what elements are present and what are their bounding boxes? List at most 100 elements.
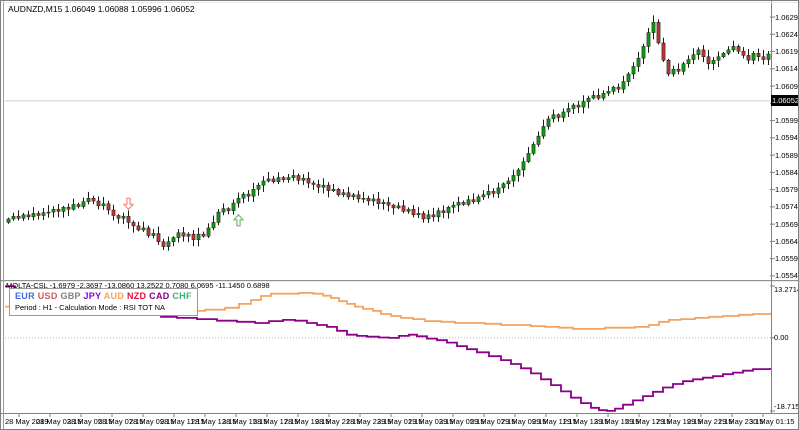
window-inner-border-top	[1, 2, 798, 3]
time-axis-label: 28 May 13:15	[191, 417, 237, 426]
candle-bear	[376, 198, 381, 205]
indicator-scale-label: 13.2714	[774, 285, 799, 294]
candle-bull	[511, 175, 516, 182]
candle-bear	[701, 49, 706, 58]
candle-bull	[206, 227, 211, 237]
candle-bull	[236, 197, 241, 204]
candle-bull	[586, 97, 591, 102]
indicator-legend[interactable]: EUR USD GBP JPY AUD NZD CAD CHF Period :…	[9, 288, 198, 316]
candle-bull	[301, 177, 306, 181]
time-axis-label: 28 May 21:15	[315, 417, 361, 426]
candle-bear	[556, 114, 561, 118]
candle-bull	[681, 63, 686, 72]
price-axis-label: 1.05895	[775, 150, 798, 160]
time-axis-label: 28 May 07:15	[98, 417, 144, 426]
candle-bear	[131, 222, 136, 227]
candle-bull	[51, 209, 56, 213]
candle-bear	[126, 215, 131, 223]
candle-bear	[741, 50, 746, 56]
candle-bull	[506, 180, 511, 185]
price-axis-label: 1.05995	[775, 116, 798, 126]
candle-bear	[161, 241, 166, 247]
candle-bull	[171, 237, 176, 242]
candle-bear	[201, 233, 206, 237]
candle-bear	[281, 177, 286, 180]
time-axis-label: 28 May 11:15	[160, 417, 205, 426]
candle-bull	[636, 57, 641, 67]
price-axis-label: 1.06195	[775, 47, 798, 57]
sell-arrow[interactable]	[122, 197, 135, 211]
price-axis-label: 1.05745	[775, 202, 798, 212]
buy-arrow[interactable]	[232, 213, 245, 227]
candle-bear	[356, 194, 361, 200]
candle-bear	[66, 206, 71, 210]
candle-bull	[101, 203, 106, 207]
time-axis-label: 29 May 23:15	[718, 417, 764, 426]
time-axis-label: 28 May 23:15	[346, 417, 392, 426]
time-axis-label: 29 May 17:15	[625, 417, 671, 426]
candle-bull	[691, 54, 696, 60]
candle-bull	[486, 191, 491, 196]
candle-bear	[656, 22, 661, 44]
time-axis-label: 28 May 15:15	[222, 417, 268, 426]
candle-bear	[491, 191, 496, 194]
indicator-scale-label: 0.00	[774, 333, 789, 343]
candle-bear	[116, 215, 121, 219]
candle-bull	[261, 180, 266, 186]
legend-currency-eur: EUR	[15, 291, 35, 301]
time-axis-label: 28 May 2019	[5, 417, 49, 426]
candle-bull	[221, 208, 226, 213]
candle-bear	[756, 53, 761, 58]
time-axis-label: 29 May 15:15	[594, 417, 640, 426]
candle-bear	[736, 46, 741, 52]
candle-bull	[276, 177, 281, 182]
candle-bull	[501, 183, 506, 189]
candle-bull	[406, 209, 411, 212]
indicator-scale-label: -18.7155	[774, 402, 798, 411]
candle-bear	[616, 86, 621, 90]
candle-bull	[321, 184, 326, 188]
candle-bear	[366, 197, 371, 202]
candle-bear	[576, 104, 581, 108]
candle-bull	[416, 213, 421, 216]
candle-bull	[621, 81, 626, 90]
candle-bull	[256, 184, 261, 190]
candle-bear	[111, 209, 116, 216]
candle-bull	[21, 214, 26, 219]
candle-bull	[541, 126, 546, 137]
candle-bear	[336, 189, 341, 196]
candle-bull	[766, 53, 771, 60]
candle-bear	[36, 213, 41, 216]
candle-bear	[226, 208, 231, 211]
candle-bear	[271, 178, 276, 182]
candle-bear	[386, 202, 391, 206]
price-axis-label: 1.05595	[775, 254, 798, 264]
candle-bull	[626, 73, 631, 82]
candle-bull	[716, 56, 721, 61]
candle-bear	[191, 233, 196, 240]
time-axis-label: 29 May 09:15	[501, 417, 547, 426]
candle-bull	[211, 222, 216, 229]
legend-currency-usd: USD	[37, 291, 58, 301]
candle-bull	[361, 197, 366, 200]
indicator-title: MQLTA-CSL -1.6979 -2.3697 -13.0860 13.25…	[6, 281, 270, 290]
candle-bull	[646, 32, 651, 47]
candle-bull	[641, 46, 646, 59]
price-axis-label: 1.05695	[775, 219, 798, 229]
candle-bull	[436, 210, 441, 218]
candle-bear	[156, 233, 161, 242]
candle-bull	[426, 214, 431, 220]
candle-bear	[146, 227, 151, 236]
candle-bull	[546, 118, 551, 127]
legend-period-row: Period : H1 - Calculation Mode : RSI TOT…	[15, 303, 166, 312]
time-axis-label: 29 May 21:15	[687, 417, 733, 426]
candle-bull	[731, 46, 736, 51]
candle-bear	[391, 204, 396, 209]
candle-bull	[86, 197, 91, 202]
candle-bear	[136, 225, 141, 231]
time-axis-label: 28 May 03:15	[36, 417, 82, 426]
candle-bull	[186, 233, 191, 237]
candle-bear	[746, 55, 751, 61]
